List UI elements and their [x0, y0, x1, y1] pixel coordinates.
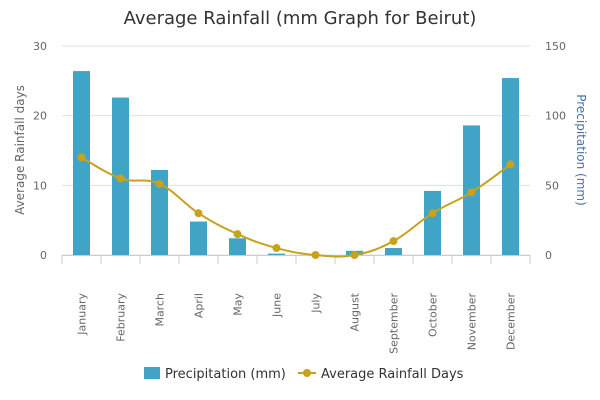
rainfall-days-point[interactable] [233, 230, 242, 239]
rainfall-days-line [77, 153, 515, 259]
precipitation-bar[interactable] [385, 248, 402, 255]
left-y-tick-label: 10 [33, 179, 47, 192]
precipitation-bar[interactable] [424, 190, 441, 255]
left-y-tick-label: 20 [33, 110, 47, 123]
x-tick-label: November [466, 293, 479, 351]
rainfall-days-point[interactable] [272, 244, 281, 253]
right-y-tick-label: 0 [545, 249, 552, 262]
rainfall-days-point[interactable] [311, 251, 320, 259]
rainfall-days-point[interactable] [194, 209, 203, 218]
rainfall-days-point[interactable] [350, 251, 359, 259]
legend-swatch-precipitation [144, 367, 160, 379]
x-axis: January February March April May June July Augu… [61, 255, 531, 354]
gridlines [62, 45, 530, 256]
right-y-tick-label: 100 [545, 110, 566, 123]
legend-label-rainfall-days: Average Rainfall Days [321, 367, 464, 382]
rainfall-days-point[interactable] [467, 188, 476, 197]
legend: Precipitation (mm) Average Rainfall Days [144, 367, 464, 382]
x-tick-label: January [76, 293, 89, 336]
chart-title: Average Rainfall (mm Graph for Beirut) [124, 8, 477, 29]
rainfall-days-point[interactable] [389, 237, 398, 246]
rainfall-days-point[interactable] [77, 153, 86, 162]
precipitation-bar[interactable] [268, 253, 285, 255]
rainfall-days-point[interactable] [116, 174, 125, 183]
legend-item-precipitation[interactable]: Precipitation (mm) [144, 367, 286, 382]
left-y-tick-label: 30 [33, 40, 47, 53]
left-axis-title: Average Rainfall days [13, 85, 27, 215]
right-axis-title: Precipitation (mm) [574, 94, 588, 206]
x-tick-label: June [271, 293, 284, 318]
x-tick-label: December [505, 293, 518, 351]
precipitation-bar[interactable] [73, 71, 90, 255]
precipitation-bar[interactable] [229, 238, 246, 255]
x-tick-label: April [193, 293, 206, 318]
x-tick-label: August [349, 292, 362, 331]
left-y-tick-label: 0 [40, 249, 47, 262]
x-tick-label: February [115, 293, 128, 342]
left-y-axis: 0 10 20 30 [33, 40, 47, 262]
x-tick-label: October [427, 293, 440, 337]
rainfall-days-point[interactable] [155, 179, 164, 188]
rainfall-days-point[interactable] [428, 209, 437, 218]
legend-label-precipitation: Precipitation (mm) [165, 367, 286, 382]
x-tick-label: September [388, 293, 401, 354]
legend-marker-rainfall-days [303, 369, 311, 377]
x-tick-label: July [310, 293, 323, 314]
x-tick-label: March [154, 293, 167, 327]
x-tick-label: May [232, 293, 245, 316]
precipitation-bars [73, 71, 519, 256]
rainfall-days-point[interactable] [506, 160, 515, 169]
precipitation-bar[interactable] [151, 170, 168, 255]
right-y-tick-label: 150 [545, 40, 566, 53]
right-y-axis: 0 50 100 150 [545, 40, 566, 262]
rainfall-days-line-path [81, 156, 512, 258]
right-y-tick-label: 50 [545, 179, 559, 192]
legend-item-rainfall-days[interactable]: Average Rainfall Days [298, 367, 464, 382]
precipitation-bar[interactable] [190, 221, 207, 255]
